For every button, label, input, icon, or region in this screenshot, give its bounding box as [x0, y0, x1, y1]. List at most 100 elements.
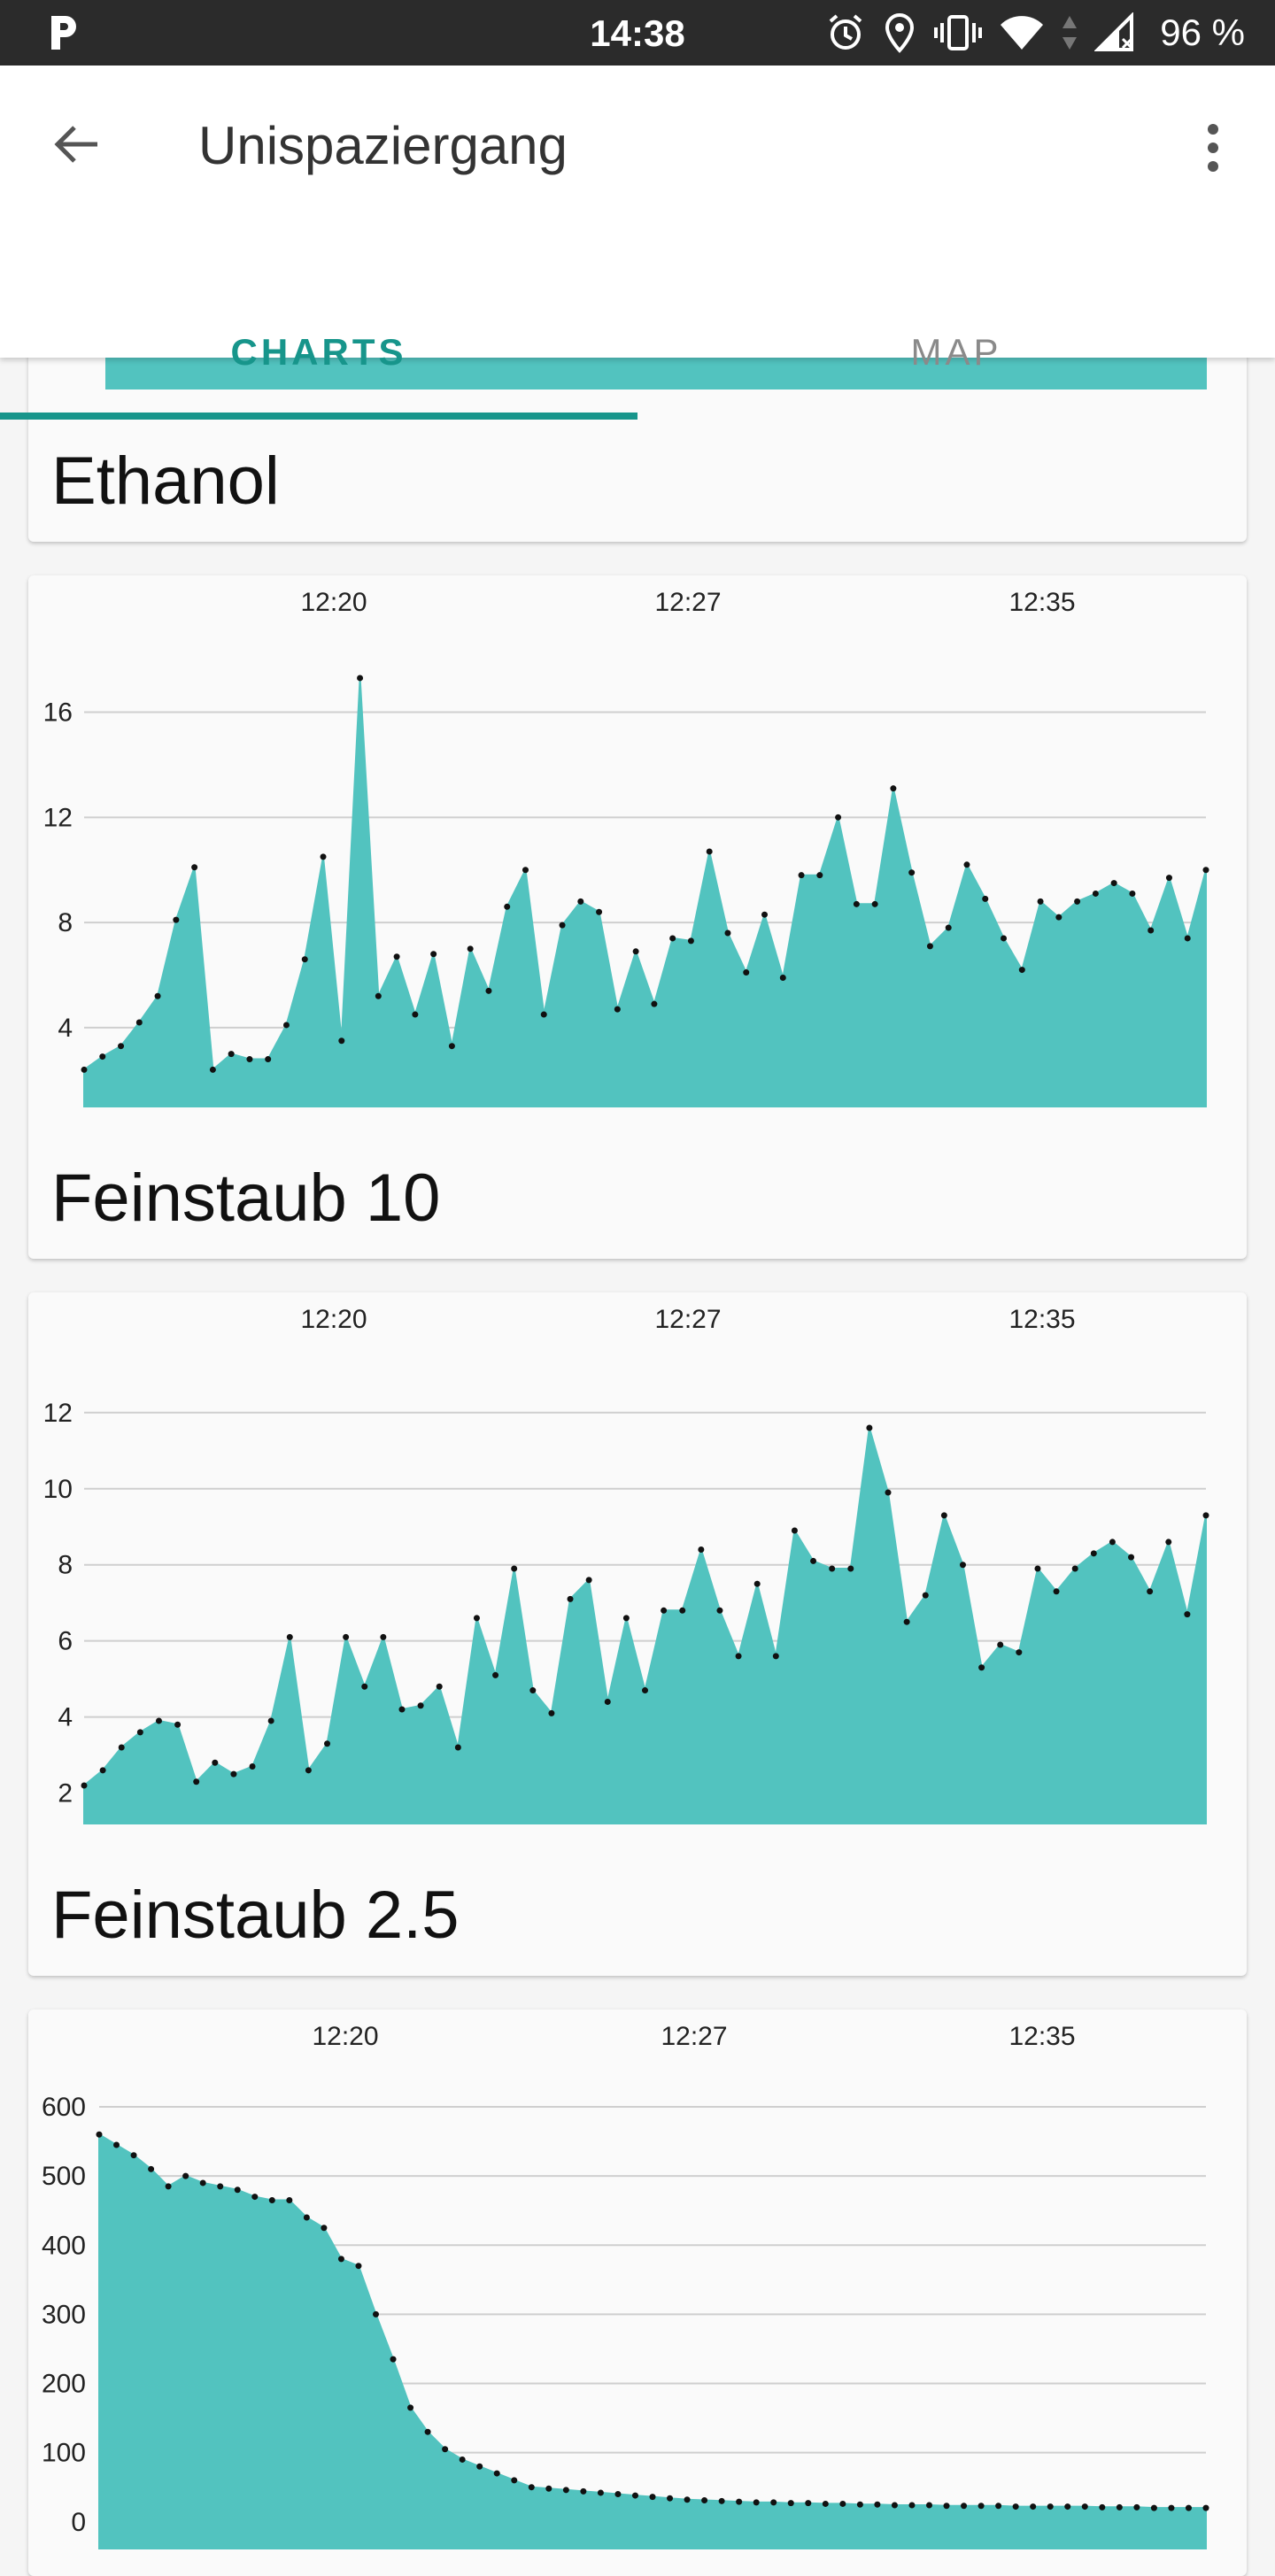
data-point: [343, 1633, 350, 1640]
x-tick-label: 12:35: [1008, 2022, 1075, 2051]
data-point: [81, 1066, 88, 1073]
data-point: [687, 937, 694, 945]
ethanol-area-fill: [105, 354, 1207, 389]
chart-card-feinstaub-2-5: 2 4 6 8 10 12 12:20 12:27 12:35 Feinstaub 2.5: [28, 1292, 1247, 1976]
data-point: [1012, 2503, 1019, 2510]
data-point: [642, 1687, 648, 1694]
data-point: [1099, 2503, 1106, 2510]
data-point: [1129, 890, 1136, 897]
app-bar: Unispaziergang CHARTS MAP: [0, 66, 1275, 420]
data-point: [454, 1744, 461, 1751]
data-point: [1168, 2504, 1175, 2511]
y-tick-label: 4: [58, 1014, 73, 1043]
data-point: [81, 1782, 88, 1789]
data-point: [249, 1763, 256, 1770]
data-point: [787, 2500, 794, 2507]
data-point: [1064, 2503, 1071, 2510]
data-point: [485, 987, 492, 994]
data-point: [651, 1000, 658, 1007]
status-time: 14:38: [590, 12, 685, 54]
data-point: [337, 2256, 344, 2263]
data-point: [926, 943, 933, 950]
tab-map[interactable]: MAP: [910, 331, 1002, 373]
data-point: [997, 1641, 1004, 1648]
more-vert-icon[interactable]: [1195, 117, 1231, 179]
data-point: [847, 1565, 854, 1572]
x-tick-label: 12:35: [1008, 588, 1075, 617]
data-point: [99, 1053, 106, 1060]
data-point: [251, 2194, 259, 2201]
data-point: [829, 1565, 836, 1572]
feinstaub-10-chart: 4 8 12 16 12:20 12:27 12:35: [43, 588, 1209, 1107]
bottom-chart: 0 100 200 300 400 500 600 12:20 12:27 12:35: [42, 2022, 1209, 2549]
data-point: [963, 861, 970, 868]
data-point: [978, 2503, 985, 2510]
data-point: [430, 951, 437, 958]
data-point: [798, 872, 805, 879]
data-point: [96, 2131, 103, 2138]
data-point: [580, 2487, 587, 2495]
y-tick-label: 12: [43, 803, 73, 832]
data-arrows-icon: [1062, 16, 1078, 50]
data-point: [467, 945, 474, 953]
ethanol-chart-remnant: [105, 354, 1207, 389]
series-area: [98, 2133, 1207, 2549]
data-point: [361, 1683, 368, 1690]
data-point: [698, 1546, 705, 1554]
series-area: [83, 1427, 1207, 1824]
tab-charts[interactable]: CHARTS: [230, 331, 407, 373]
data-point: [1047, 2503, 1054, 2510]
data-point: [529, 1687, 537, 1694]
data-point: [357, 675, 364, 682]
data-point: [622, 1615, 630, 1622]
data-point: [866, 1424, 873, 1431]
data-point: [585, 1577, 592, 1584]
data-point: [1037, 898, 1044, 905]
data-point: [442, 2446, 449, 2453]
series-area: [83, 677, 1207, 1107]
data-point: [228, 1051, 235, 1058]
data-point: [390, 2356, 397, 2363]
data-point: [770, 2499, 777, 2506]
data-point: [835, 814, 842, 821]
data-point: [1055, 914, 1062, 921]
data-point: [604, 1698, 611, 1705]
data-point: [407, 2404, 414, 2411]
data-point: [182, 2172, 189, 2179]
data-point: [856, 2501, 863, 2508]
data-point: [839, 2500, 846, 2507]
data-point: [375, 992, 382, 999]
data-point: [1081, 2503, 1088, 2510]
data-point: [908, 2502, 916, 2509]
data-point: [1133, 2503, 1140, 2510]
y-tick-label: 400: [42, 2231, 86, 2260]
back-arrow-icon[interactable]: [46, 113, 108, 175]
data-point: [268, 2196, 275, 2203]
data-point: [130, 2152, 137, 2159]
data-point: [199, 2179, 206, 2187]
data-point: [1184, 935, 1191, 942]
data-point: [113, 2141, 120, 2148]
data-point: [753, 2499, 760, 2506]
data-point: [174, 1721, 182, 1728]
y-tick-label: 0: [71, 2508, 86, 2537]
data-point: [943, 2503, 950, 2510]
data-point: [217, 2183, 224, 2190]
y-tick-label: 4: [58, 1703, 73, 1732]
data-point: [1092, 890, 1099, 897]
data-point: [522, 867, 529, 874]
location-icon: [885, 12, 915, 53]
data-point: [597, 2489, 604, 2496]
data-point: [761, 911, 769, 918]
data-point: [118, 1043, 125, 1050]
data-point: [961, 2503, 968, 2510]
data-point: [504, 903, 511, 910]
data-point: [193, 1778, 200, 1785]
data-point: [1018, 967, 1025, 974]
data-point: [548, 1709, 555, 1716]
data-point: [706, 848, 713, 855]
data-point: [473, 1615, 480, 1622]
data-point: [459, 2456, 466, 2463]
data-point: [562, 2487, 569, 2494]
alarm-icon: [829, 14, 862, 50]
